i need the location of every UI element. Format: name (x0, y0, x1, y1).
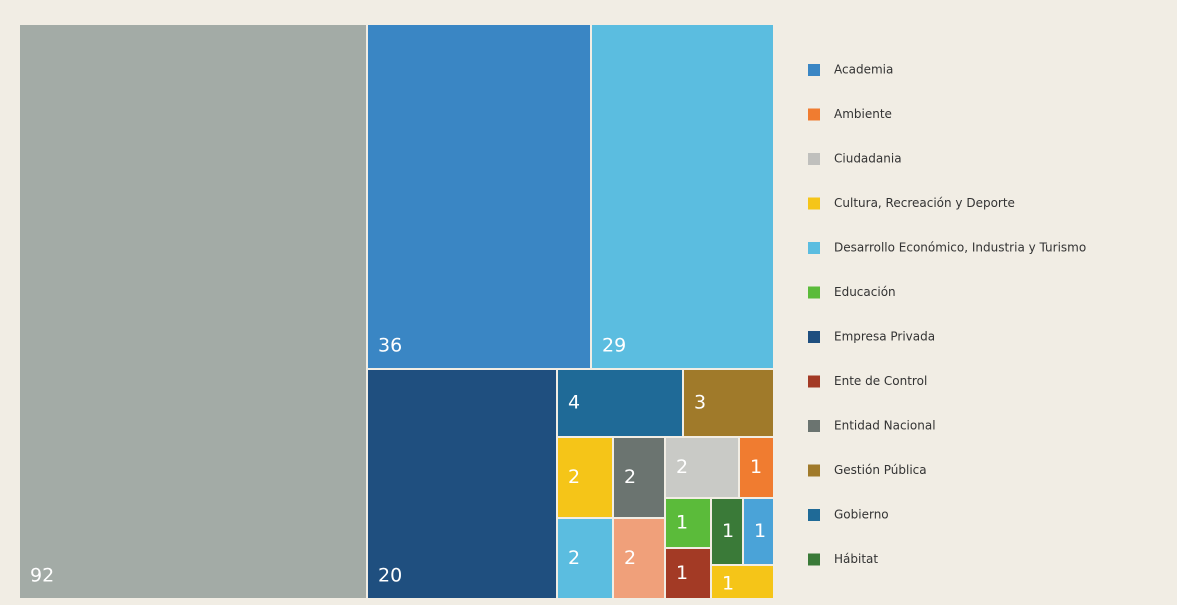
treemap-cell (614, 519, 664, 598)
legend-label: Ambiente (834, 107, 892, 121)
treemap-cell (558, 438, 612, 517)
cell-label: 92 (30, 565, 54, 587)
cell-label: 1 (722, 520, 734, 542)
legend-swatch (808, 331, 820, 343)
treemap-cell (666, 549, 710, 598)
treemap-cell (368, 25, 590, 368)
cell-label: 3 (694, 392, 706, 414)
legend-label: Gestión Pública (834, 463, 927, 477)
cell-label: 4 (568, 392, 580, 414)
treemap-cell (368, 370, 556, 598)
treemap-cell (740, 438, 773, 497)
cell-label: 2 (624, 547, 636, 569)
legend-swatch (808, 197, 820, 210)
cell-label: 2 (676, 456, 688, 478)
treemap-cell (712, 499, 742, 564)
cell-label: 2 (624, 466, 636, 488)
cell-label: 1 (754, 520, 766, 542)
treemap-cell (666, 438, 738, 497)
legend-swatch (808, 64, 820, 76)
treemap-cell (712, 566, 773, 598)
cell-label: 1 (750, 456, 762, 478)
treemap-cell (558, 370, 682, 436)
cell-label: 20 (378, 565, 402, 587)
cell-label: 1 (676, 562, 688, 584)
treemap-cell (666, 499, 710, 547)
legend-swatch (808, 464, 820, 477)
legend-label: Desarrollo Económico, Industria y Turism… (834, 241, 1086, 255)
cell-label: 1 (676, 512, 688, 534)
cell-label: 36 (378, 335, 402, 357)
legend-swatch (808, 375, 820, 388)
legend-swatch (808, 553, 820, 566)
treemap-cell (558, 519, 612, 598)
cell-label: 29 (602, 335, 626, 357)
legend-label: Entidad Nacional (834, 419, 936, 433)
legend-swatch (808, 242, 820, 254)
legend-label: Cultura, Recreación y Deporte (834, 196, 1015, 210)
legend-swatch (808, 420, 820, 432)
legend-swatch (808, 509, 820, 521)
cell-label: 2 (568, 466, 580, 488)
legend-label: Hábitat (834, 552, 878, 566)
treemap-cell (20, 25, 366, 598)
legend-swatch (808, 108, 820, 121)
legend-label: Ente de Control (834, 374, 927, 388)
legend-label: Gobierno (834, 508, 889, 522)
legend-label: Empresa Privada (834, 330, 935, 344)
cell-label: 1 (722, 573, 734, 595)
legend-label: Educación (834, 285, 896, 299)
treemap-cell (592, 25, 773, 368)
legend-swatch (808, 153, 820, 165)
treemap-cell (614, 438, 664, 517)
legend-label: Academia (834, 63, 893, 77)
treemap-cell (744, 499, 773, 564)
legend-swatch (808, 286, 820, 299)
treemap-cell (684, 370, 773, 436)
cell-label: 2 (568, 547, 580, 569)
legend-label: Ciudadania (834, 152, 902, 166)
